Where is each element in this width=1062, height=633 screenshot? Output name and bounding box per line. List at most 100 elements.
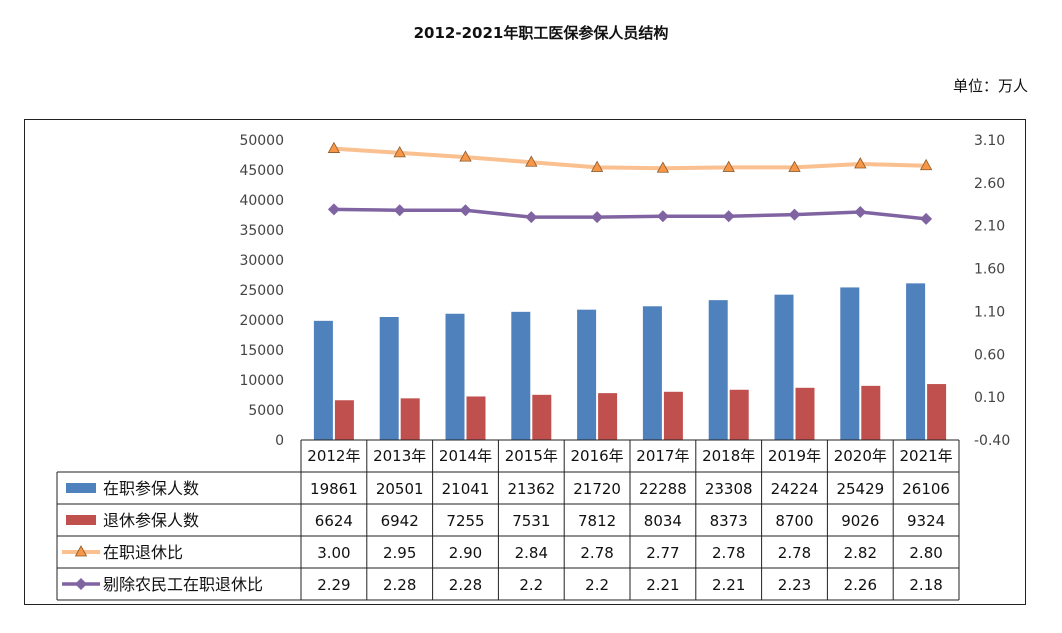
y-left-tick-label: 0 bbox=[275, 433, 284, 449]
table-cell-value: 2.26 bbox=[844, 576, 877, 594]
y-left-tick-label: 5000 bbox=[248, 403, 284, 419]
table-cell-value: 9026 bbox=[841, 512, 879, 530]
table-cell-value: 2.2 bbox=[519, 576, 543, 594]
y-right-tick-label: 1.60 bbox=[974, 262, 1005, 278]
bar-retired-insured bbox=[663, 391, 683, 440]
table-cell-value: 2.90 bbox=[449, 544, 482, 562]
legend-label: 在职参保人数 bbox=[103, 479, 199, 498]
table-cell-value: 21041 bbox=[442, 480, 490, 498]
bar-active-insured bbox=[379, 316, 399, 440]
bar-active-insured bbox=[774, 294, 794, 440]
x-tick-label: 2020年 bbox=[834, 447, 887, 465]
point-ratio bbox=[656, 161, 670, 173]
table-cell-value: 9324 bbox=[907, 512, 945, 530]
x-tick-label: 2019年 bbox=[768, 447, 821, 465]
y-left-tick-label: 40000 bbox=[239, 193, 284, 209]
legend-label: 在职退休比 bbox=[103, 543, 183, 562]
y-left-tick-label: 15000 bbox=[239, 343, 284, 359]
bar-active-insured bbox=[906, 283, 926, 440]
table-cell-value: 2.84 bbox=[515, 544, 548, 562]
legend-marker-ratio-excluding-migrant bbox=[75, 578, 87, 590]
x-tick-label: 2014年 bbox=[439, 447, 492, 465]
legend-label: 退休参保人数 bbox=[103, 511, 199, 530]
table-cell-value: 19861 bbox=[310, 480, 358, 498]
table-cell-value: 2.95 bbox=[383, 544, 416, 562]
table-cell-value: 2.21 bbox=[712, 576, 745, 594]
table-cell-value: 6624 bbox=[315, 512, 353, 530]
y-right-tick-label: 3.10 bbox=[974, 133, 1005, 149]
table-cell-value: 2.82 bbox=[844, 544, 877, 562]
y-right-tick-label: 0.60 bbox=[974, 347, 1005, 363]
y-right-tick-label: 1.10 bbox=[974, 304, 1005, 320]
y-right-tick-label: 2.10 bbox=[974, 219, 1005, 235]
chart-title: 2012-2021年职工医保参保人员结构 bbox=[413, 24, 669, 42]
line-ratio bbox=[333, 146, 927, 171]
point-ratio-excluding-migrant bbox=[722, 210, 735, 223]
point-ratio bbox=[525, 155, 538, 167]
point-ratio-excluding-migrant bbox=[525, 211, 538, 224]
bar-retired-insured bbox=[400, 398, 420, 440]
table-cell-value: 2.21 bbox=[646, 576, 679, 594]
table-cell-value: 21720 bbox=[573, 480, 621, 498]
chart-frame bbox=[24, 119, 1026, 605]
x-tick-label: 2016年 bbox=[571, 447, 624, 465]
table-cell-value: 8034 bbox=[644, 512, 682, 530]
table-cell-value: 26106 bbox=[902, 480, 950, 498]
x-tick-label: 2013年 bbox=[373, 447, 426, 465]
table-cell-value: 7531 bbox=[512, 512, 550, 530]
point-ratio bbox=[854, 157, 867, 169]
table-cell-value: 2.29 bbox=[317, 576, 350, 594]
point-ratio-excluding-migrant bbox=[920, 212, 933, 225]
y-left-tick-label: 45000 bbox=[239, 163, 284, 179]
y-left-tick-label: 25000 bbox=[239, 283, 284, 299]
bar-retired-insured bbox=[598, 393, 618, 440]
x-tick-label: 2021年 bbox=[900, 447, 953, 465]
legend-label: 剔除农民工在职退休比 bbox=[103, 575, 263, 594]
line-ratio-excluding-migrant bbox=[333, 207, 927, 221]
point-ratio-excluding-migrant bbox=[393, 204, 406, 217]
table-cell-value: 2.78 bbox=[778, 544, 811, 562]
point-ratio bbox=[788, 160, 801, 172]
bar-retired-insured bbox=[795, 387, 815, 440]
table-cell-value: 23308 bbox=[705, 480, 753, 498]
point-ratio-excluding-migrant bbox=[656, 210, 669, 223]
bar-retired-insured bbox=[466, 396, 486, 440]
bar-retired-insured bbox=[729, 389, 749, 440]
table-cell-value: 6942 bbox=[381, 512, 419, 530]
point-ratio bbox=[459, 150, 472, 162]
bar-active-insured bbox=[840, 287, 860, 440]
bar-active-insured bbox=[642, 306, 662, 440]
table-cell-value: 2.78 bbox=[580, 544, 613, 562]
point-ratio-excluding-migrant bbox=[459, 204, 472, 217]
bar-active-insured bbox=[511, 311, 531, 440]
bar-retired-insured bbox=[861, 385, 881, 440]
table-cell-value: 8700 bbox=[775, 512, 813, 530]
table-cell-value: 2.28 bbox=[449, 576, 482, 594]
unit-label: 单位：万人 bbox=[952, 77, 1028, 95]
y-left-tick-label: 20000 bbox=[239, 313, 284, 329]
x-tick-label: 2015年 bbox=[505, 447, 558, 465]
point-ratio bbox=[919, 158, 933, 171]
table-cell-value: 3.00 bbox=[317, 544, 350, 562]
legend-marker-ratio bbox=[74, 545, 88, 557]
bar-retired-insured bbox=[927, 384, 947, 440]
point-ratio-excluding-migrant bbox=[788, 208, 801, 221]
table-cell-value: 2.77 bbox=[646, 544, 679, 562]
table-cell-value: 2.18 bbox=[909, 576, 942, 594]
y-left-tick-label: 10000 bbox=[239, 373, 284, 389]
x-tick-label: 2012年 bbox=[307, 447, 360, 465]
legend-key-retired bbox=[66, 515, 96, 525]
table-cell-value: 22288 bbox=[639, 480, 687, 498]
x-tick-label: 2018年 bbox=[702, 447, 755, 465]
y-left-tick-label: 50000 bbox=[239, 133, 284, 149]
table-cell-value: 25429 bbox=[836, 480, 884, 498]
table-cell-value: 7812 bbox=[578, 512, 616, 530]
bar-active-insured bbox=[708, 300, 728, 440]
point-ratio bbox=[327, 141, 341, 153]
point-ratio-excluding-migrant bbox=[854, 206, 867, 218]
table-cell-value: 7255 bbox=[446, 512, 484, 530]
table-cell-value: 24224 bbox=[771, 480, 819, 498]
bar-active-insured bbox=[313, 320, 333, 440]
y-right-tick-label: 2.60 bbox=[974, 176, 1005, 192]
